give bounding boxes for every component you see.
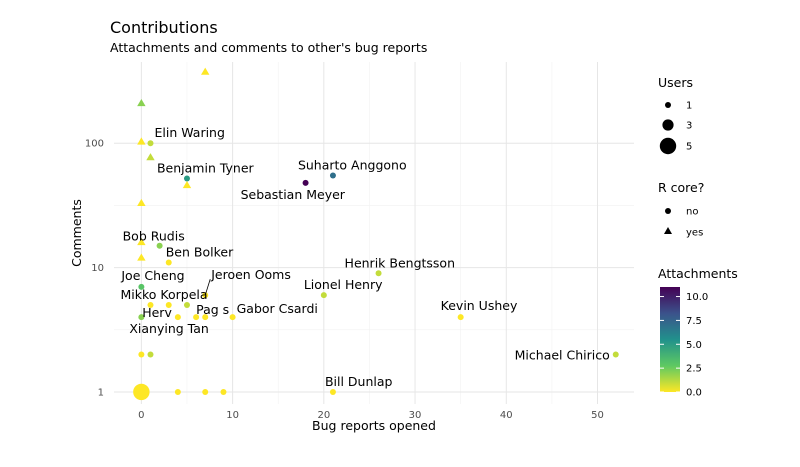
x-tick-label: 0 xyxy=(138,410,144,421)
y-tick-label: 10 xyxy=(91,263,104,274)
y-tick-label: 100 xyxy=(85,139,104,150)
legend-shape-label: no xyxy=(686,207,698,218)
point-label: Herv xyxy=(142,305,172,320)
y-tick-label: 1 xyxy=(98,387,104,398)
point-label: Sebastian Meyer xyxy=(241,187,346,202)
data-point xyxy=(138,283,145,290)
data-point xyxy=(165,302,172,309)
data-point xyxy=(302,179,309,186)
data-point xyxy=(133,383,150,401)
grid xyxy=(114,62,634,404)
y-axis-title: Comments xyxy=(69,199,84,267)
x-tick-label: 10 xyxy=(226,410,239,421)
chart-subtitle: Attachments and comments to other's bug … xyxy=(110,40,427,55)
legend-size-key xyxy=(662,119,674,131)
data-point xyxy=(202,314,209,321)
data-point xyxy=(147,140,154,147)
legend-color-title: Attachments xyxy=(658,266,738,281)
data-point xyxy=(329,388,336,395)
legend-color-label: 10.0 xyxy=(686,292,708,303)
legend-color-label: 5.0 xyxy=(686,340,702,351)
data-point xyxy=(174,314,181,321)
data-point-triangle xyxy=(137,198,146,207)
data-point xyxy=(183,302,190,309)
point-label: Benjamin Tyner xyxy=(157,161,255,176)
x-tick-label: 50 xyxy=(591,410,604,421)
point-label: Elin Waring xyxy=(154,125,224,140)
data-point-triangle xyxy=(182,180,192,189)
point-label: Michael Chirico xyxy=(515,348,610,363)
point-label: Henrik Bengtsson xyxy=(345,255,455,270)
point-label: Suharto Anggono xyxy=(298,158,407,173)
legend-size-label: 5 xyxy=(686,142,692,153)
point-label: Jeroen Ooms xyxy=(210,267,291,282)
data-point xyxy=(165,259,172,266)
legend: Users 1 3 5 R core? no yes Attachments 0.0 2.5 5.0… xyxy=(658,75,738,399)
point-label: Kevin Ushey xyxy=(441,298,518,313)
x-tick-label: 20 xyxy=(317,410,330,421)
legend-shape-title: R core? xyxy=(658,180,704,195)
point-label: Bob Rudis xyxy=(123,229,185,244)
x-axis-ticks: 0 10 20 30 40 50 xyxy=(138,410,604,421)
data-point xyxy=(220,388,227,395)
data-point-triangle xyxy=(201,67,210,75)
data-point-triangle xyxy=(146,153,155,161)
x-tick-label: 30 xyxy=(409,410,422,421)
data-point xyxy=(612,351,619,358)
point-label: Gabor Csardi xyxy=(237,301,318,316)
data-point xyxy=(147,302,154,309)
data-point xyxy=(202,388,209,395)
point-label: Lionel Henry xyxy=(304,277,383,292)
legend-color-label: 7.5 xyxy=(686,316,702,327)
data-point xyxy=(375,270,382,277)
data-point xyxy=(147,351,154,358)
x-tick-label: 40 xyxy=(500,410,513,421)
data-point xyxy=(193,314,200,321)
y-axis-ticks: 1 10 100 xyxy=(85,139,104,399)
point-label: Xianying Tan xyxy=(129,321,208,336)
data-point xyxy=(229,314,236,321)
legend-size-key xyxy=(659,137,677,155)
point-label: Ben Bolker xyxy=(166,244,234,259)
legend-size-key xyxy=(665,102,671,108)
data-point-triangle xyxy=(137,98,146,107)
data-point xyxy=(138,351,145,358)
point-label: Mikko Korpela xyxy=(120,287,207,302)
legend-size-label: 3 xyxy=(686,121,692,132)
data-point xyxy=(183,175,190,182)
legend-shape-label: yes xyxy=(686,228,703,239)
data-point xyxy=(457,314,464,321)
data-point-triangle xyxy=(137,253,146,261)
legend-shape-triangle xyxy=(664,227,672,234)
legend-color-bar xyxy=(660,287,680,392)
x-axis-title: Bug reports opened xyxy=(312,418,436,433)
legend-size-label: 1 xyxy=(686,101,692,112)
point-label: Bill Dunlap xyxy=(325,374,393,389)
data-points xyxy=(133,67,619,401)
legend-shape-circle xyxy=(665,208,671,214)
label-leader-line xyxy=(204,279,211,296)
data-point xyxy=(156,242,163,249)
legend-size-title: Users xyxy=(658,75,693,90)
chart-title: Contributions xyxy=(110,18,218,37)
data-point-triangle xyxy=(137,238,146,246)
data-point xyxy=(320,292,327,299)
point-label: Pag s xyxy=(196,302,229,317)
data-point xyxy=(329,172,336,179)
data-point-triangle xyxy=(137,137,146,145)
legend-color-label: 2.5 xyxy=(686,364,702,375)
legend-color-label: 0.0 xyxy=(686,388,702,399)
point-label: Joe Cheng xyxy=(120,268,184,283)
data-point xyxy=(174,388,181,395)
data-point xyxy=(138,314,145,321)
